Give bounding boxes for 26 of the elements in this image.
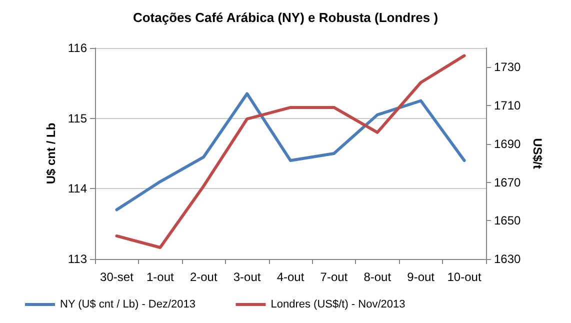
y2-tick-label: 1730 <box>494 60 522 74</box>
y-axis-title: U$ cnt / Lb <box>44 122 58 184</box>
y-tick-label: 116 <box>68 41 88 55</box>
chart-title: Cotações Café Arábica (NY) e Robusta (Londres ) <box>132 10 438 25</box>
x-tick-label: 7-out <box>320 270 348 284</box>
y-tick-label: 114 <box>68 182 88 196</box>
x-tick-label: 1-out <box>146 270 175 284</box>
y2-axis-title: US$/t <box>530 138 545 169</box>
legend-label: NY (U$ cnt / Lb) - Dez/2013 <box>60 298 196 310</box>
y2-tick-label: 1630 <box>494 252 522 266</box>
x-tick-label: 10-out <box>447 270 482 284</box>
y2-tick-label: 1690 <box>494 136 522 151</box>
legend-label: Londres (US$/t) - Nov/2013 <box>270 298 406 310</box>
x-tick-label: 8-out <box>364 270 392 284</box>
x-tick-label: 4-out <box>276 270 305 284</box>
y2-tick-label: 1710 <box>494 98 522 113</box>
x-tick-label: 30-set <box>100 270 134 284</box>
x-tick-label: 3-out <box>233 270 262 284</box>
y-tick-label: 113 <box>68 252 88 266</box>
y-tick-label: 115 <box>68 111 88 126</box>
line-series <box>115 92 466 212</box>
y2-tick-label: 1670 <box>494 175 522 190</box>
y2-tick-label: 1650 <box>494 214 522 228</box>
line-series <box>115 54 466 249</box>
x-tick-label: 9-out <box>407 270 436 284</box>
x-tick-label: 2-out <box>190 270 218 284</box>
